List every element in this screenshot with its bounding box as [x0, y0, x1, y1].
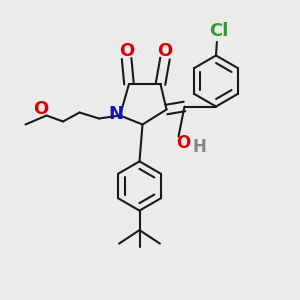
Text: O: O: [33, 100, 48, 118]
Text: O: O: [158, 42, 172, 60]
Text: Cl: Cl: [209, 22, 228, 40]
Text: O: O: [176, 134, 190, 152]
Text: N: N: [108, 105, 123, 123]
Text: O: O: [119, 42, 134, 60]
Text: H: H: [193, 138, 206, 156]
